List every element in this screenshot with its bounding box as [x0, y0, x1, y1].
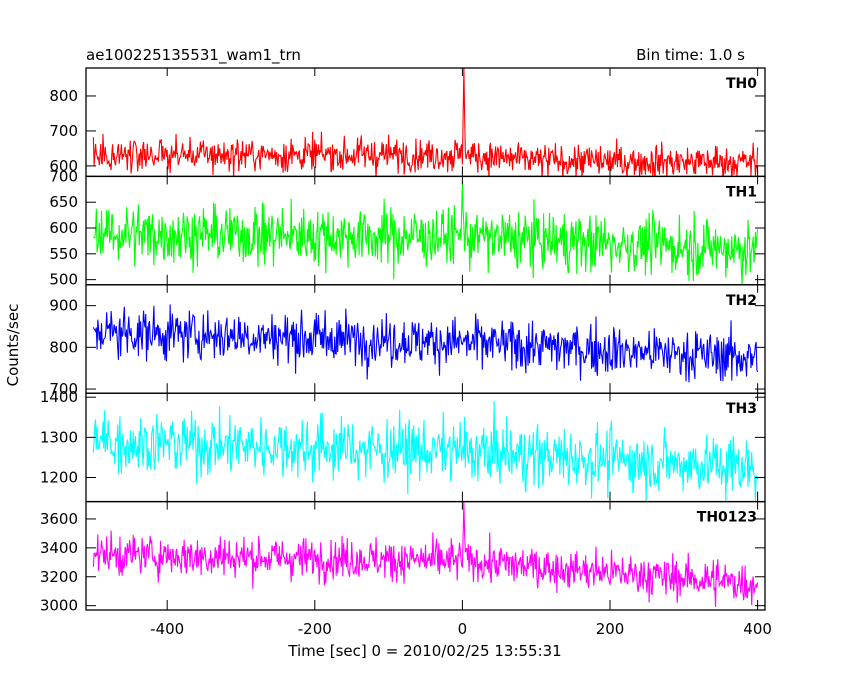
x-tick-label: 0	[458, 620, 468, 638]
panel-th0123: 3000 3200 3400 3600 TH0123	[40, 500, 766, 615]
x-tick-label: -200	[298, 620, 332, 638]
x-tick-label: 400	[743, 620, 772, 638]
y-tick-label: 1400	[40, 388, 78, 406]
panel-label-th2: TH2	[726, 293, 757, 309]
y-axis-label: Counts/sec	[4, 304, 22, 387]
y-tick-label: 650	[49, 193, 78, 211]
y-tick-label: 900	[49, 297, 78, 315]
y-tick-label: 800	[49, 87, 78, 105]
series-line-th0123	[92, 501, 759, 608]
y-tick-label: 3400	[40, 539, 78, 557]
panel-frame	[85, 500, 766, 611]
y-tick-label: 3200	[40, 568, 78, 586]
series-line-th2	[92, 304, 759, 383]
y-tick-label: 600	[49, 219, 78, 237]
panel-th2: 700 800 900 TH2	[49, 284, 766, 398]
bin-time-label: Bin time: 1.0 s	[636, 46, 745, 64]
y-tick-label: 700	[49, 122, 78, 140]
panel-label-th0123: TH0123	[697, 510, 757, 526]
x-tick-label: -400	[150, 620, 184, 638]
panel-label-th0: TH0	[726, 76, 757, 92]
y-tick-label: 3600	[40, 510, 78, 528]
y-tick-label: 1300	[40, 428, 78, 446]
panel-label-th1: TH1	[726, 184, 757, 200]
x-tick-label: 200	[596, 620, 625, 638]
y-tick-label: 500	[49, 271, 78, 289]
y-tick-label: 600	[49, 157, 78, 175]
y-tick-label: 700	[49, 167, 78, 185]
y-tick-label: 700	[49, 380, 78, 398]
series-line-th0	[92, 68, 759, 177]
chart-title: ae100225135531_wam1_trn	[86, 46, 301, 65]
series-line-th3	[92, 400, 759, 502]
panel-label-th3: TH3	[726, 401, 757, 417]
y-tick-label: 3000	[40, 597, 78, 615]
y-tick-label: 1200	[40, 469, 78, 487]
y-tick-label: 800	[49, 338, 78, 356]
x-axis-label: Time [sec] 0 = 2010/02/25 13:55:31	[287, 642, 561, 660]
series-line-th1	[93, 181, 759, 285]
y-tick-label: 550	[49, 245, 78, 263]
